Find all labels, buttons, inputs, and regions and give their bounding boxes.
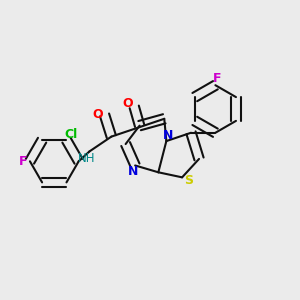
Text: S: S (184, 174, 193, 187)
Text: N: N (128, 165, 138, 178)
Text: NH: NH (78, 152, 95, 164)
Text: O: O (92, 108, 103, 121)
Text: F: F (19, 155, 28, 168)
Text: N: N (163, 129, 173, 142)
Text: Cl: Cl (64, 128, 78, 141)
Text: F: F (213, 72, 221, 85)
Text: O: O (122, 98, 133, 110)
